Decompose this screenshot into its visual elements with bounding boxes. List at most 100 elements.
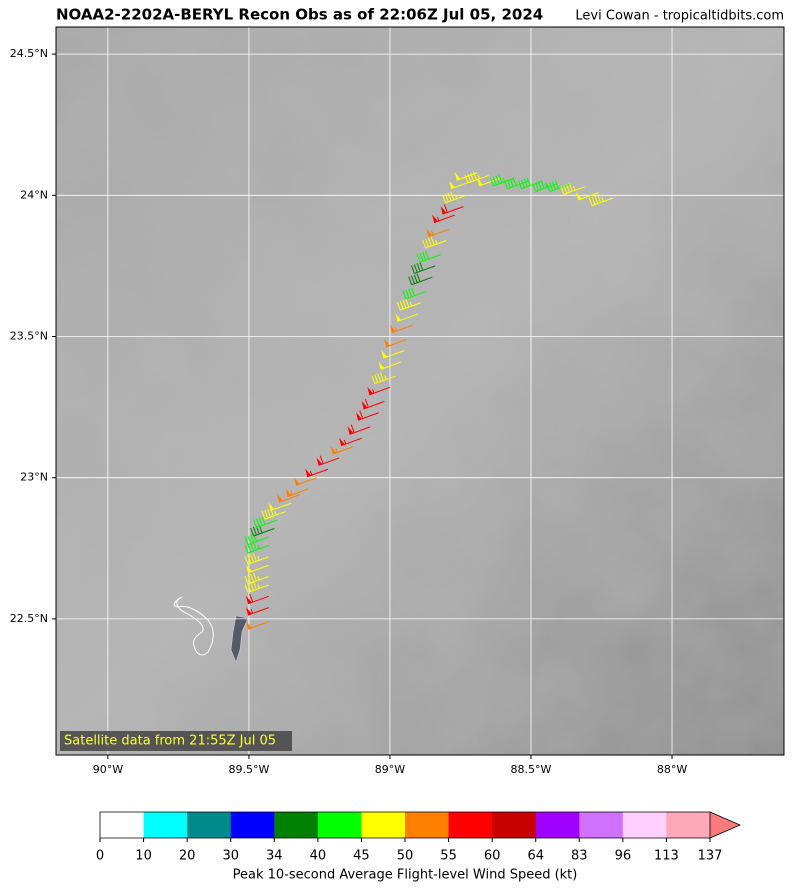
barb-feather xyxy=(588,197,593,206)
barb-staff xyxy=(247,621,269,630)
barb-half xyxy=(431,230,434,236)
wind-barb xyxy=(339,437,362,447)
map-frame xyxy=(55,26,785,756)
wind-barb xyxy=(402,287,427,300)
barb-staff xyxy=(264,511,286,520)
title: NOAA2-2202A-BERYL Recon Obs as of 22:06Z… xyxy=(56,6,543,24)
barb-pennant xyxy=(432,214,438,223)
barb-half xyxy=(335,448,338,453)
colorbar-tick-label: 20 xyxy=(179,849,196,864)
barb-feather xyxy=(408,276,413,285)
barb-feather xyxy=(247,574,252,584)
colorbar-bin xyxy=(448,812,493,838)
barb-pennant xyxy=(426,228,433,237)
barb-feather xyxy=(560,186,565,195)
wind-barb xyxy=(330,446,354,455)
barb-feather xyxy=(413,274,418,283)
barb-staff xyxy=(577,192,599,201)
lat-tick-label: 23°N xyxy=(20,471,48,484)
barb-staff xyxy=(507,180,529,190)
barb-feather xyxy=(443,204,448,213)
wind-barb xyxy=(285,488,309,497)
barb-staff xyxy=(591,197,613,207)
axes: 90°W 89.5°W 89°W 88.5°W 88°W 22.5°N 23°N 23.5°N… xyxy=(10,47,688,776)
barb-half xyxy=(394,326,398,332)
barb-feather xyxy=(535,182,539,191)
wind-barb xyxy=(408,273,433,286)
barb-feather xyxy=(410,275,415,284)
lon-tick-label: 89°W xyxy=(375,763,405,776)
barb-feather xyxy=(402,290,407,300)
barb-feather xyxy=(425,250,429,260)
barb-feather xyxy=(250,573,255,583)
barb-feather xyxy=(489,177,494,187)
barb-pennant xyxy=(384,338,390,347)
barb-staff xyxy=(445,194,467,204)
barb-staff xyxy=(369,386,391,396)
barb-feather xyxy=(512,177,517,186)
barb-pennant xyxy=(277,494,283,503)
colorbar-tick-label: 64 xyxy=(527,849,544,864)
barb-half xyxy=(372,388,375,394)
colorbar-tick-label: 10 xyxy=(135,849,152,864)
barb-feather xyxy=(597,194,602,203)
colorbar-tick-label: 55 xyxy=(440,849,457,864)
barb-half xyxy=(250,609,254,614)
wind-barb xyxy=(426,228,450,238)
colorbar-bin xyxy=(274,812,319,838)
barb-feather xyxy=(532,183,537,192)
wind-barb xyxy=(381,350,405,359)
wind-barb xyxy=(576,192,599,201)
barb-half xyxy=(257,544,260,550)
lat-tick-label: 23.5°N xyxy=(10,329,48,342)
barb-feather xyxy=(244,536,249,545)
barb-feather xyxy=(444,193,449,202)
barb-staff xyxy=(287,488,309,497)
barb-feather xyxy=(252,572,257,582)
colorbar-bin xyxy=(666,812,711,838)
satellite-note: Satellite data from 21:55Z Jul 05 xyxy=(64,734,276,749)
barb-pennant xyxy=(285,488,292,497)
colorbar-tick-label: 96 xyxy=(615,849,632,864)
colorbar-tick-label: 50 xyxy=(397,849,414,864)
wind-barb xyxy=(244,581,269,593)
barb-feather xyxy=(252,526,257,536)
barb-pennant xyxy=(339,437,345,446)
barb-half xyxy=(409,301,413,307)
barb-half xyxy=(274,510,277,516)
barb-feather xyxy=(410,287,415,296)
barb-feather xyxy=(441,194,446,204)
barb-pennant xyxy=(246,607,252,616)
colorbar-bin xyxy=(317,812,362,838)
barb-pennant xyxy=(316,457,323,466)
barb-feather xyxy=(250,542,255,552)
coastline xyxy=(173,596,214,656)
barb-staff xyxy=(419,254,441,263)
barb-pennant xyxy=(361,400,368,409)
wind-barb xyxy=(361,399,385,410)
colorbar-bin xyxy=(535,812,580,838)
barb-feather xyxy=(566,184,571,193)
wind-barb xyxy=(384,338,408,348)
barb-half xyxy=(257,584,260,589)
wind-barb xyxy=(416,250,441,263)
colorbar-bin xyxy=(622,812,667,838)
barb-feather xyxy=(244,544,249,554)
wind-barb xyxy=(432,214,456,224)
barb-pennant xyxy=(381,350,388,359)
colorbar-bin xyxy=(187,812,232,838)
barb-feather xyxy=(470,172,475,182)
colorbar-bin xyxy=(100,812,145,838)
barb-feather xyxy=(405,298,410,308)
barb-pennant xyxy=(356,412,362,421)
barb-feather xyxy=(425,238,429,248)
barb-staff xyxy=(253,528,275,537)
wind-barb xyxy=(244,541,269,554)
colorbar-bin xyxy=(492,812,537,838)
barb-feather xyxy=(244,584,249,593)
wind-barb xyxy=(395,313,419,322)
barb-feather xyxy=(261,510,266,520)
barb-staff xyxy=(563,186,585,195)
barb-feather xyxy=(247,543,252,553)
